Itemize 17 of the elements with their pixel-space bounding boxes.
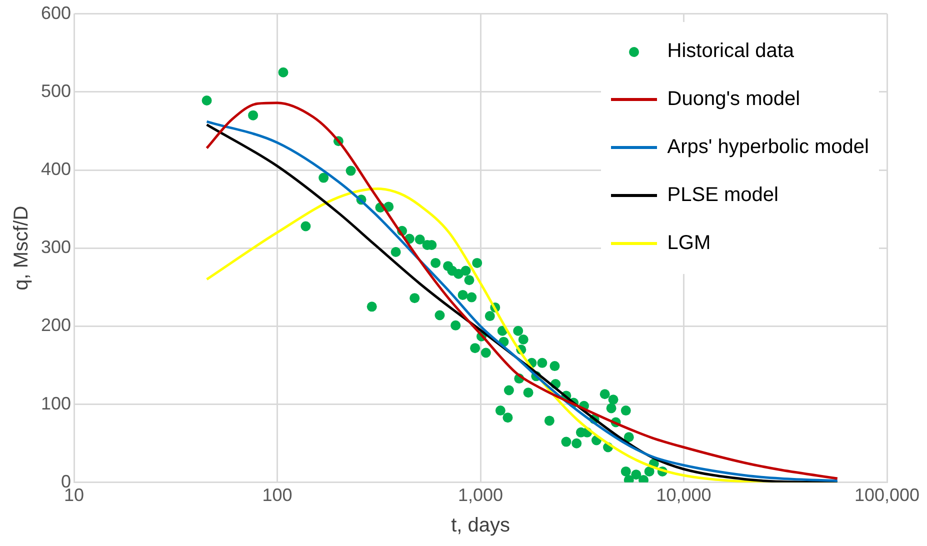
- x-tick-label: 100: [262, 485, 292, 506]
- y-tick-label: 300: [40, 237, 72, 258]
- legend-label: LGM: [667, 232, 711, 256]
- legend-label: Arps' hyperbolic model: [667, 136, 869, 160]
- x-tick-label: 1,000: [458, 485, 504, 506]
- x-axis-title: t, days: [451, 514, 510, 537]
- legend-label: PLSE model: [667, 184, 778, 208]
- y-tick-label: 500: [40, 80, 72, 101]
- y-tick-label: 400: [40, 158, 72, 179]
- y-tick-label: 600: [40, 2, 72, 23]
- legend-label: Duong's model: [667, 88, 800, 112]
- x-tick-label: 10,000: [656, 485, 712, 506]
- y-tick-label: 100: [40, 393, 72, 414]
- y-tick-label: 200: [40, 315, 72, 336]
- legend-label: Historical data: [667, 40, 794, 64]
- x-tick-label: 100,000: [854, 485, 920, 506]
- y-axis-title: q, Mscf/D: [10, 206, 33, 290]
